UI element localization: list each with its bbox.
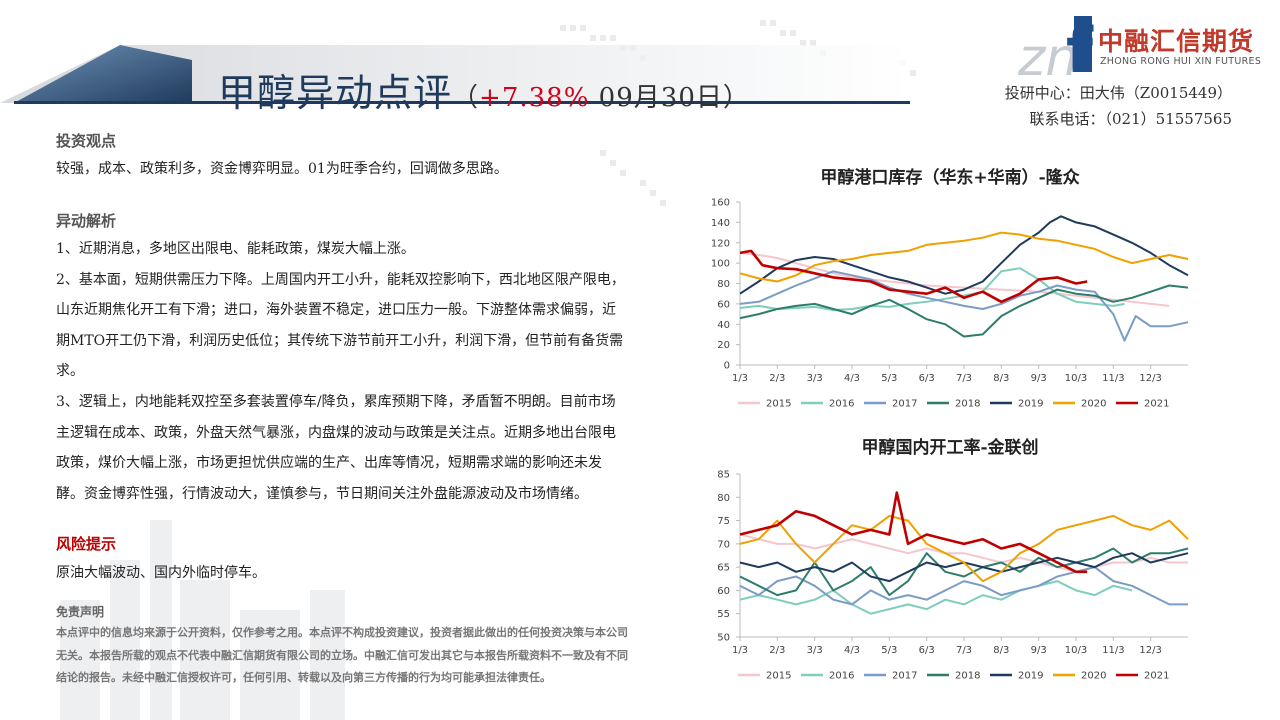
- disclaimer-heading: 免责声明: [56, 605, 105, 619]
- x-tick-label: 9/3: [1031, 645, 1047, 656]
- y-tick-label: 50: [717, 633, 730, 644]
- y-tick-label: 160: [711, 198, 730, 209]
- x-tick-label: 3/3: [807, 645, 823, 656]
- contact-phone: 联系电话：（021）51557565: [1029, 110, 1232, 128]
- series-line-2015: [739, 533, 1188, 573]
- x-tick-label: 6/3: [919, 645, 935, 656]
- view-heading: 投资观点: [56, 132, 117, 150]
- contact-center: 投研中心：田大伟（Z0015449）: [1004, 84, 1232, 102]
- x-tick-label: 1/3: [732, 645, 748, 656]
- chart2-title: 甲醇国内开工率-金联创: [861, 438, 1039, 458]
- legend-label-2018: 2018: [955, 399, 980, 410]
- x-tick-label: 8/3: [993, 373, 1009, 384]
- y-tick-label: 80: [717, 493, 730, 504]
- inventory-line-chart: 0 20 40 60 80 100 120 140 160 1/3 2/3 3/3 4/3 5/3 6/3 7…: [711, 198, 1189, 410]
- y-tick-label: 65: [717, 563, 730, 574]
- legend-label-2019: 2019: [1018, 399, 1043, 410]
- risk-text: 原油大幅波动、国内外临时停车。: [56, 565, 266, 581]
- legend-label-2020: 2020: [1081, 671, 1106, 682]
- view-text: 较强，成本、政策利多，资金博弈明显。01为旺季合约，回调做多思路。: [56, 161, 508, 177]
- legend-label-2021: 2021: [1144, 399, 1169, 410]
- y-tick-label: 40: [717, 320, 730, 331]
- logo-watermark: zn: [1017, 28, 1078, 88]
- legend-label-2017: 2017: [892, 399, 917, 410]
- y-tick-label: 85: [717, 470, 730, 481]
- x-tick-label: 5/3: [881, 645, 897, 656]
- series-line-2019: [739, 215, 1189, 295]
- y-tick-label: 75: [717, 516, 730, 527]
- logo-f-mark: f: [1066, 14, 1094, 87]
- legend-label-2021: 2021: [1144, 671, 1169, 682]
- x-tick-label: 10/3: [1065, 373, 1087, 384]
- title-text: 甲醇异动点评: [218, 71, 453, 115]
- x-tick-label: 11/3: [1102, 645, 1124, 656]
- header-rule: [14, 101, 910, 104]
- series-line-2020: [739, 514, 1189, 583]
- x-tick-label: 4/3: [844, 645, 860, 656]
- header-band: [0, 45, 910, 103]
- series-line-2021: [739, 491, 1088, 574]
- legend-label-2016: 2016: [829, 399, 854, 410]
- y-tick-label: 80: [717, 279, 730, 290]
- x-tick-label: 12/3: [1139, 373, 1161, 384]
- y-tick-label: 55: [717, 609, 730, 620]
- x-tick-label: 10/3: [1065, 645, 1087, 656]
- y-tick-label: 60: [717, 586, 730, 597]
- change-percent: +7.38%: [479, 83, 590, 113]
- y-tick-label: 100: [711, 259, 730, 270]
- legend-label-2019: 2019: [1018, 671, 1043, 682]
- chart1-title: 甲醇港口库存（华东+华南）-隆众: [820, 168, 1080, 188]
- header-triangle: [14, 45, 192, 103]
- y-tick-label: 120: [711, 238, 730, 249]
- legend-label-2017: 2017: [892, 671, 917, 682]
- series-line-2016: [739, 580, 1133, 615]
- legend-label-2018: 2018: [955, 671, 980, 682]
- skyline-silhouette: [60, 520, 345, 720]
- analysis-text: 1、近期消息，多地区出限电、能耗政策，煤炭大幅上涨。 2、基本面，短期供需压力下…: [56, 241, 625, 502]
- x-tick-label: 5/3: [881, 373, 897, 384]
- y-tick-label: 60: [717, 299, 730, 310]
- series-line-2017: [739, 270, 1189, 342]
- series-line-2018: [739, 284, 1189, 338]
- x-tick-label: 9/3: [1031, 373, 1047, 384]
- legend-label-2015: 2015: [766, 671, 791, 682]
- x-tick-label: 7/3: [956, 373, 972, 384]
- series-line-2017: [739, 566, 1188, 606]
- x-tick-label: 2/3: [769, 645, 785, 656]
- company-logo-name: 中融汇信期货: [1098, 27, 1255, 56]
- title-paren-close: ）: [722, 83, 750, 113]
- y-tick-label: 0: [724, 361, 730, 372]
- logo-bar: [1074, 16, 1092, 72]
- title-paren-open: （: [452, 83, 480, 113]
- series-line-2021: [739, 249, 1088, 304]
- legend-label-2016: 2016: [829, 671, 854, 682]
- x-tick-label: 8/3: [993, 645, 1009, 656]
- utilization-line-chart: 50 55 60 65 70 75 80 85 1/3 2/3 3/3 4/3 5/3 6/3 7/3 8/3…: [717, 470, 1189, 682]
- series-line-2020: [739, 231, 1189, 283]
- x-tick-label: 4/3: [844, 373, 860, 384]
- y-tick-label: 20: [717, 340, 730, 351]
- x-tick-label: 2/3: [769, 373, 785, 384]
- page-title: 甲醇异动点评（+7.38% 09月30日）: [218, 62, 750, 117]
- y-tick-label: 70: [717, 539, 730, 550]
- x-tick-label: 7/3: [956, 645, 972, 656]
- x-tick-label: 12/3: [1139, 645, 1161, 656]
- risk-heading: 风险提示: [56, 535, 117, 553]
- x-tick-label: 3/3: [807, 373, 823, 384]
- analysis-heading: 异动解析: [56, 212, 117, 230]
- x-tick-label: 1/3: [732, 373, 748, 384]
- x-tick-label: 6/3: [919, 373, 935, 384]
- company-logo-english: ZHONG RONG HUI XIN FUTURES: [1100, 56, 1262, 67]
- legend-label-2015: 2015: [766, 399, 791, 410]
- legend-label-2020: 2020: [1081, 399, 1106, 410]
- disclaimer-text: 本点评中的信息均来源于公开资料，仅作参考之用。本点评不构成投资建议，投资者据此做…: [56, 626, 628, 684]
- x-tick-label: 11/3: [1102, 373, 1124, 384]
- y-tick-label: 140: [711, 218, 730, 229]
- title-date: 09月30日: [589, 83, 723, 113]
